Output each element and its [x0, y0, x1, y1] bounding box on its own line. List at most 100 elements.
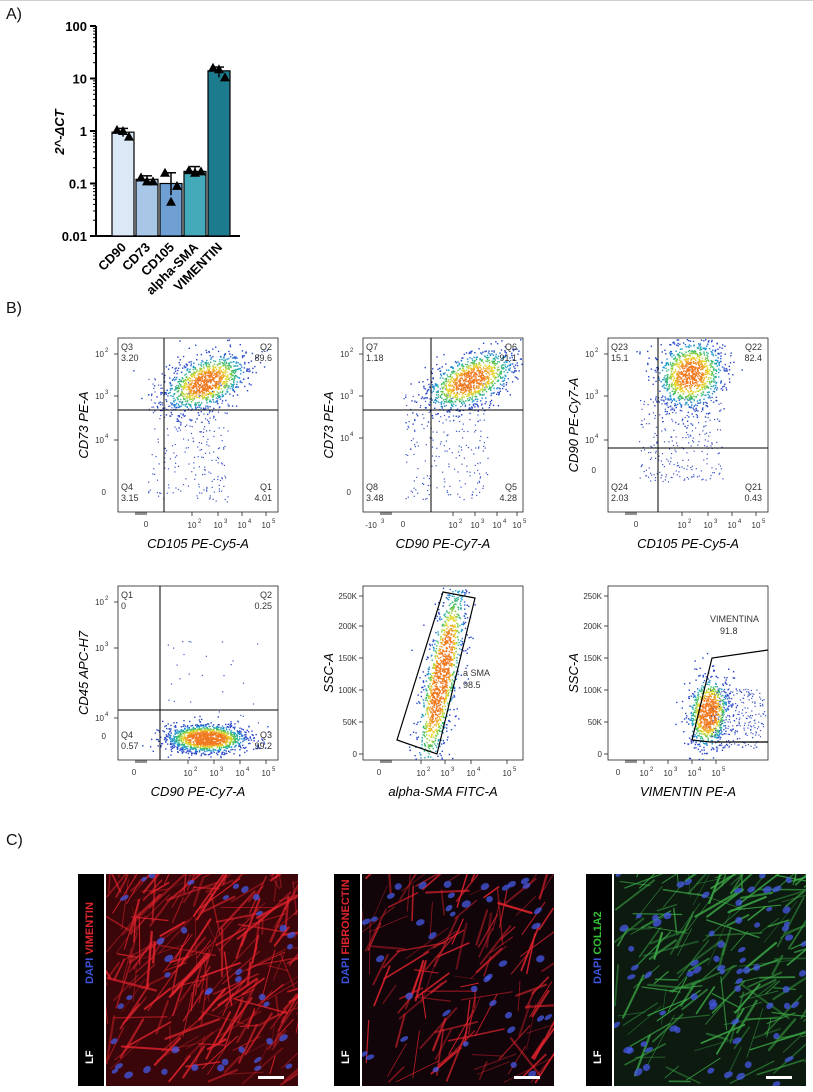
stain-label: DAPI COL1A2 — [592, 911, 604, 984]
y-tick-label: 10 — [585, 436, 594, 445]
x-tick-exponent: 5 — [523, 519, 527, 525]
quadrant-value: 15.1 — [611, 353, 629, 363]
data-point-triangle — [148, 176, 158, 186]
y-tick-label: 10 — [95, 350, 104, 359]
x-tick-label: 10 — [467, 769, 476, 778]
scale-bar — [258, 1076, 284, 1079]
data-point-triangle — [124, 131, 134, 141]
x-tick-exponent: 4 — [698, 767, 702, 773]
stain-label: DAPI VIMENTIN — [84, 902, 96, 984]
quadrant-value: 0.25 — [254, 601, 272, 611]
y-tick-exponent: 2 — [350, 348, 354, 354]
x-tick-label: 0 — [401, 520, 406, 529]
x-tick-exponent: 2 — [459, 519, 463, 525]
x-tick-exponent: 4 — [248, 519, 252, 525]
quadrant-value: 0.43 — [744, 493, 762, 503]
quadrant-value: 3.48 — [366, 493, 384, 503]
stain-marker: VIMENTIN — [84, 902, 96, 955]
y-tick-label: 1 — [80, 124, 87, 139]
y-tick-exponent: 3 — [105, 390, 109, 396]
quadrant-name: Q8 — [366, 482, 378, 492]
micrograph-label-strip — [334, 874, 360, 1086]
y-tick-exponent: 3 — [595, 390, 599, 396]
y-tick-label: 10 — [340, 392, 349, 401]
gate-value: 91.8 — [720, 626, 738, 636]
x-tick-exponent: 2 — [198, 519, 202, 525]
gate-value: 98.5 — [463, 680, 481, 690]
y-axis-title: 2^-ΔCT — [52, 108, 67, 155]
x-tick-exponent: 5 — [762, 519, 766, 525]
x-tick-exponent: 5 — [722, 767, 726, 773]
event-cloud — [405, 339, 523, 425]
quadrant-name: Q24 — [611, 482, 628, 492]
y-tick-exponent: 4 — [595, 434, 599, 440]
data-point-triangle — [160, 167, 170, 177]
event-cloud — [133, 339, 268, 429]
quadrant-name: Q2 — [260, 342, 272, 352]
nuclei — [614, 874, 806, 1086]
x-tick-label: 10 — [236, 769, 245, 778]
x-tick-exponent: 5 — [272, 519, 276, 525]
y-tick-label: 50K — [588, 718, 603, 727]
y-tick-exponent: 4 — [105, 712, 109, 718]
x-tick-label: 10 — [664, 769, 673, 778]
nuclei — [110, 874, 296, 1079]
cell-type-label: LF — [340, 1050, 352, 1064]
y-tick-label: 10 — [95, 598, 104, 607]
y-tick-label: 0.1 — [69, 177, 87, 192]
bar-cd73 — [135, 178, 159, 237]
y-tick-label: 10 — [340, 350, 349, 359]
x-tick-exponent: 5 — [513, 767, 517, 773]
micrograph-label-strip — [586, 874, 612, 1086]
x-tick-label: 10 — [678, 521, 687, 530]
fibers — [362, 874, 554, 1084]
sparse-events — [167, 640, 259, 728]
stain-label: DAPI FIBRONECTIN — [340, 879, 352, 984]
x-tick-label: 10 — [262, 521, 271, 530]
x-tick-label: 0 — [377, 768, 382, 777]
plot-frame — [362, 585, 524, 761]
x-tick-label: 10 — [728, 521, 737, 530]
quadrant-name: Q5 — [505, 482, 517, 492]
micrograph-label-strip — [78, 874, 104, 1086]
y-tick-label: 10 — [95, 392, 104, 401]
quadrant-name: Q3 — [260, 730, 272, 740]
x-tick-label: 10 — [449, 521, 458, 530]
y-tick-label: 100K — [583, 686, 602, 695]
y-tick-label: 0.01 — [62, 229, 87, 244]
fibers — [106, 874, 298, 1086]
data-point-triangle — [166, 196, 176, 206]
data-point-triangle — [196, 166, 206, 176]
x-tick-exponent: 4 — [738, 519, 742, 525]
quadrant-name: Q1 — [121, 590, 133, 600]
x-axis-title: CD90 PE-Cy7-A — [396, 536, 491, 551]
y-tick-label: 200K — [583, 622, 602, 631]
y-tick-label: 10 — [73, 72, 87, 87]
x-tick-label: 10 — [238, 521, 247, 530]
data-point-triangle — [214, 64, 224, 74]
stain-dapi: DAPI — [340, 954, 352, 984]
quadrant-value: 0.57 — [121, 741, 139, 751]
top-rule — [0, 0, 813, 1]
x-tick-exponent: 4 — [246, 767, 250, 773]
event-cloud — [636, 339, 743, 428]
y-tick-label: 0 — [102, 488, 107, 497]
y-tick-label: 100K — [338, 686, 357, 695]
y-tick-label: 0 — [347, 488, 352, 497]
y-tick-exponent: 3 — [105, 642, 109, 648]
x-tick-exponent: 2 — [688, 519, 692, 525]
event-cloud — [408, 587, 476, 761]
gate-name: a SMA — [463, 668, 490, 678]
cell-type-label: LF — [84, 1050, 96, 1064]
x-tick-exponent: 2 — [650, 767, 654, 773]
micrograph-col1a2 — [614, 874, 806, 1086]
x-tick-label: 0 — [634, 520, 639, 529]
panel-a-label: A) — [6, 6, 22, 23]
bar-cd90 — [111, 131, 135, 237]
y-tick-label: 10 — [585, 350, 594, 359]
quadrant-value: 3.20 — [121, 353, 139, 363]
y-tick-label: 100 — [65, 19, 87, 34]
quadrant-name: Q2 — [260, 590, 272, 600]
